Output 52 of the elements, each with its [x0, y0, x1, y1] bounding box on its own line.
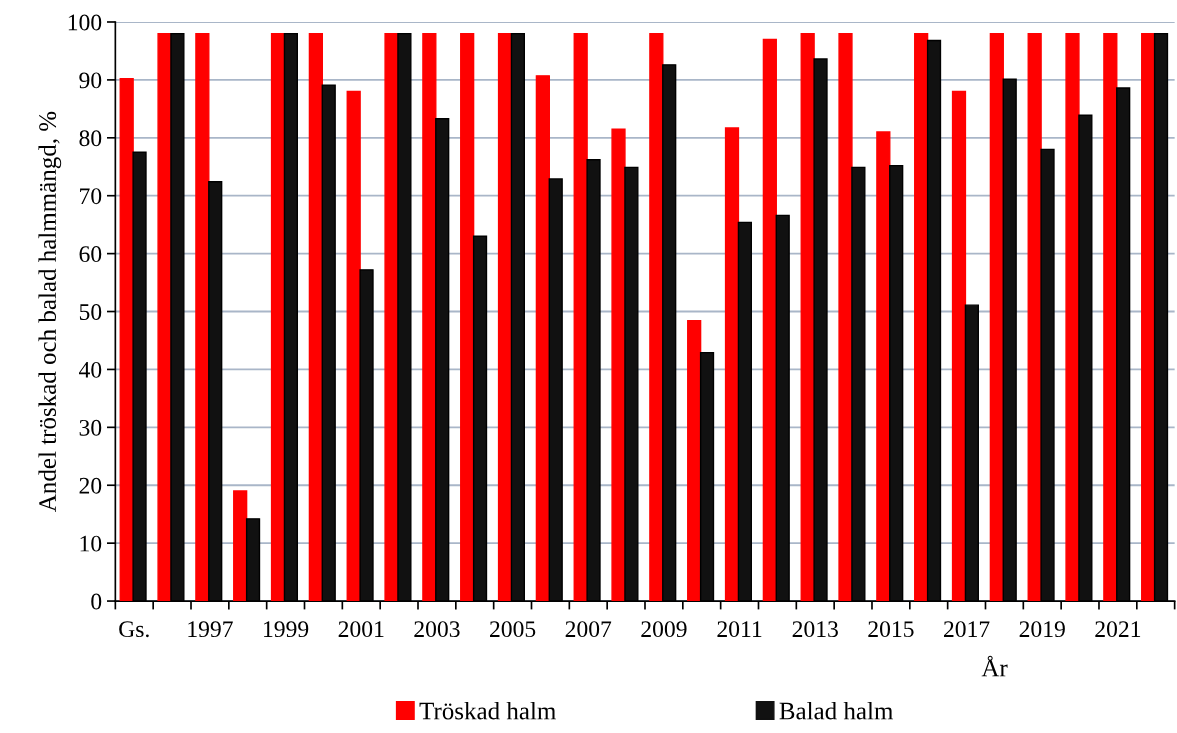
bar — [497, 32, 513, 602]
bar — [422, 32, 437, 602]
y-tick-label: 100 — [68, 14, 102, 31]
y-tick-label: 60 — [79, 246, 102, 263]
bar — [914, 32, 929, 602]
x-tick-label: 1997 — [188, 621, 233, 638]
x-tick-label: 2007 — [565, 621, 612, 638]
x-tick-label: 2015 — [868, 621, 914, 638]
bar — [233, 490, 248, 602]
x-tick-label: Gs. — [119, 621, 149, 638]
x-tick-label: 2021 — [1095, 621, 1141, 638]
bar — [308, 32, 323, 602]
bar — [535, 75, 550, 602]
y-tick-label: 70 — [80, 188, 102, 205]
x-tick-label: 2013 — [792, 621, 838, 638]
y-tick-label: 30 — [79, 419, 102, 436]
bar — [687, 320, 702, 602]
bar — [649, 32, 664, 602]
bar — [762, 38, 777, 602]
legend-label: Balad halm — [779, 701, 894, 720]
bar — [951, 90, 967, 602]
bar — [1065, 32, 1080, 602]
bar — [724, 127, 740, 602]
bar — [384, 32, 399, 602]
x-tick-label: 1999 — [264, 621, 309, 638]
x-tick-label: 2019 — [1019, 621, 1065, 638]
y-tick-label: 20 — [79, 477, 102, 494]
x-axis-title: År — [981, 655, 1008, 677]
x-tick-label: 2017 — [943, 621, 990, 638]
x-tick-label: 2001 — [338, 621, 384, 638]
y-tick-label: 0 — [91, 593, 102, 610]
y-tick-label: 90 — [79, 72, 102, 89]
bar — [876, 131, 891, 602]
y-axis-title: Andel tröskad och balad halmmängd, % — [38, 111, 62, 512]
legend-label: Tröskad halm — [419, 701, 556, 720]
x-tick-label: 2009 — [641, 621, 687, 638]
y-tick-label: 10 — [80, 535, 102, 552]
bar — [157, 32, 172, 602]
bar — [270, 32, 286, 602]
y-tick-label: 80 — [79, 130, 102, 147]
y-tick-label: 50 — [79, 304, 102, 320]
bar — [1141, 32, 1156, 602]
bar — [1103, 32, 1118, 602]
bar — [989, 32, 1004, 602]
bar — [838, 32, 853, 602]
bar — [195, 32, 210, 602]
bar — [611, 128, 626, 602]
x-tick-label: 2003 — [414, 621, 460, 638]
x-tick-label: 2005 — [490, 621, 536, 638]
bar — [460, 32, 475, 602]
x-tick-label: 2011 — [717, 621, 762, 638]
y-tick-label: 40 — [79, 361, 102, 378]
